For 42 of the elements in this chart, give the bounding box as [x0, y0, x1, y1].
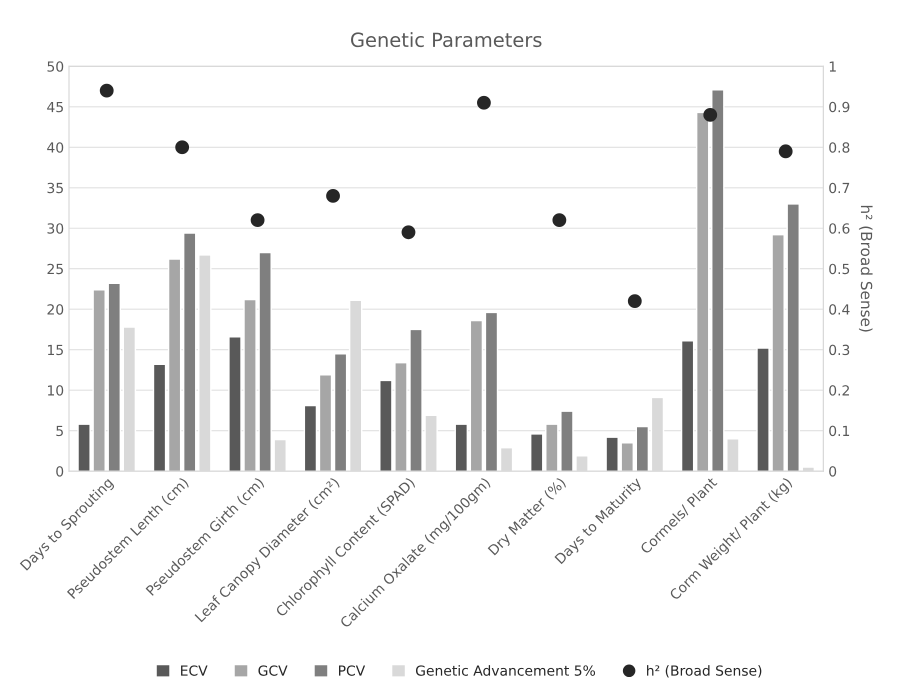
point: [703, 108, 718, 122]
y-tick-label: 25: [47, 264, 63, 274]
y-tick-label: 30: [48, 223, 64, 234]
y-tick-label: 40: [47, 142, 64, 153]
legend-label: h² (Broad Sense): [647, 665, 762, 678]
legend-label: GCV: [258, 665, 288, 676]
bar: [228, 336, 242, 472]
point: [326, 188, 340, 203]
y2-tick-label: 0.1: [829, 426, 850, 436]
y2-axis-title: h² (Broad Sense): [858, 206, 873, 332]
y-tick-label: 45: [47, 102, 63, 112]
y2-tick-label: 0: [829, 466, 836, 477]
y-tick-label: 15: [48, 344, 63, 356]
y2-tick-label: 0.2: [829, 385, 849, 396]
point: [250, 213, 265, 228]
y2-tick-label: 0.6: [829, 223, 850, 234]
y-tick-label: 50: [48, 61, 64, 72]
point: [100, 84, 114, 98]
y-tick-label: 10: [48, 385, 64, 396]
bar: [318, 374, 332, 472]
y-tick-label: 0: [56, 466, 64, 477]
y2-tick-label: 0.3: [829, 344, 850, 356]
y2-tick-label: 0.9: [829, 102, 850, 112]
point: [477, 96, 491, 110]
chart-title: Genetic Parameters: [351, 32, 542, 48]
legend-label: PCV: [339, 665, 366, 676]
point: [175, 140, 190, 154]
y2-tick-label: 0.7: [829, 182, 850, 194]
y2-tick-label: 1: [830, 61, 836, 72]
legend-label: Genetic Advancement 5%: [416, 665, 596, 676]
y-tick-label: 5: [56, 426, 63, 436]
point: [778, 144, 793, 158]
y2-tick-label: 0.5: [829, 264, 850, 274]
bar: [304, 404, 318, 472]
point: [552, 213, 566, 228]
y2-tick-label: 0.8: [829, 142, 850, 153]
y2-tick-label: 0.4: [829, 304, 850, 315]
y-tick-label: 20: [47, 304, 64, 315]
y-tick-label: 35: [48, 182, 63, 194]
legend-label: ECV: [181, 665, 208, 676]
point: [402, 225, 416, 240]
point: [628, 294, 642, 308]
